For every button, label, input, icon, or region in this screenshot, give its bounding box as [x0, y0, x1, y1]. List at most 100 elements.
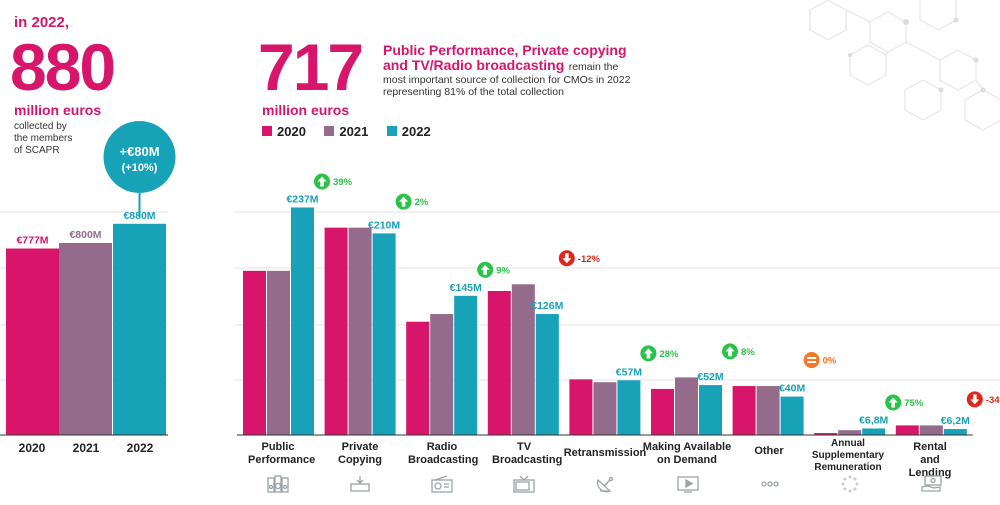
copy-device-icon [345, 475, 375, 498]
supplementary-remuneration-icon [835, 475, 865, 498]
radio-icon-graphic [431, 475, 453, 493]
legend-label: 2022 [401, 123, 431, 139]
change-label-2: 9% [496, 265, 510, 276]
arrow-up-icon [399, 196, 409, 207]
data-label-2022-5: €52M [697, 371, 724, 383]
change-label-7: 75% [904, 398, 924, 409]
rental-icon [917, 475, 947, 498]
arrow-up-icon [317, 176, 327, 187]
legend-swatch-2021 [324, 126, 335, 136]
on-demand-icon-graphic [677, 476, 699, 493]
change-label-4: 28% [659, 349, 679, 360]
category-label-tv-broadcasting: TV Broadcasting [492, 441, 563, 466]
satellite-dish-icon-graphic [596, 476, 614, 493]
year-label-2022: 2022 [126, 441, 154, 455]
highlight-unit: million euros [262, 102, 350, 118]
change-label-1: 2% [415, 197, 429, 208]
legend: 2020 2021 2022 [262, 123, 445, 141]
arrow-up-icon [725, 346, 735, 357]
year-label-2021: 2021 [72, 441, 100, 455]
highlight-desc-line: remain the [568, 61, 619, 73]
more-icon [755, 475, 785, 498]
equal-icon-bar [807, 361, 817, 364]
change-badge-flat-icon [803, 352, 820, 369]
growth-bubble-amount: +€80M [119, 144, 159, 159]
highlight-text: Public Performance, Private copying and … [383, 42, 683, 98]
bar-2020-6 [732, 386, 756, 435]
bar-2020-0 [243, 270, 266, 435]
category-label-making-available: Making Available on Demand [642, 441, 732, 466]
bar-2022-2 [454, 295, 478, 435]
rental-icon-graphic [921, 475, 942, 492]
legend-swatch-2022 [386, 126, 397, 136]
category-label-private-copying: Private Copying [338, 441, 382, 466]
intro-desc-line: the members [14, 133, 73, 144]
bar-2021-6 [756, 386, 780, 435]
legend-swatch-2020 [262, 126, 272, 136]
speakers-icon-graphic [267, 475, 289, 493]
legend-item-2020: 2020 [262, 124, 306, 139]
tv-icon [509, 475, 539, 498]
bar-2022-4 [617, 380, 641, 435]
intro-desc-line: of SCAPR [14, 145, 60, 156]
bar-2020-5 [651, 388, 674, 435]
legend-label: 2020 [277, 123, 306, 139]
change-label-3: -12% [578, 254, 601, 265]
bar-2022-1 [372, 233, 396, 435]
intro-description: collected by the members of SCAPR [14, 121, 72, 157]
bar-2021-1 [348, 227, 372, 435]
bar-2021-8 [919, 425, 943, 435]
category-label-annual-supplementary: Annual Supplementary Remuneration [811, 438, 885, 473]
intro-unit: million euros [14, 102, 102, 118]
bar-2020-2 [406, 321, 430, 435]
bar-2022-6 [780, 396, 804, 435]
arrow-up-icon [643, 348, 653, 359]
intro-desc-line: collected by [14, 121, 67, 132]
change-label-5: 8% [741, 347, 755, 358]
data-label-2022-3: €126M [531, 300, 563, 312]
bar-2021-3 [511, 284, 535, 435]
bar-2020-8 [895, 425, 919, 435]
category-label-retransmission: Retransmission [563, 447, 647, 459]
bar-2022-8 [943, 429, 967, 435]
data-label-total-2021: €800M [69, 229, 101, 241]
bar-total-2020 [6, 248, 59, 435]
category-label-public-performance: Public Performance [248, 441, 316, 466]
growth-bubble [103, 121, 176, 193]
on-demand-icon [673, 475, 703, 498]
copy-device-icon-graphic [350, 476, 370, 492]
bar-2020-7 [814, 433, 838, 435]
legend-item-2021: 2021 [324, 124, 368, 139]
data-label-2022-1: €210M [368, 219, 400, 231]
supplementary-remuneration-icon-graphic [841, 475, 859, 493]
bar-2021-0 [267, 270, 290, 435]
arrow-up-icon [888, 397, 898, 408]
arrow-down-icon [562, 253, 572, 264]
more-icon-graphic [761, 481, 779, 487]
bar-2020-3 [487, 291, 511, 435]
highlight-title-wrap: and TV/Radio broadcasting remain the [383, 58, 683, 74]
data-label-2022-7: €6,8M [859, 414, 888, 426]
bar-total-2021 [59, 243, 112, 435]
data-label-2022-6: €40M [779, 383, 806, 395]
bar-2021-4 [593, 382, 617, 435]
legend-item-2022: 2022 [386, 123, 431, 139]
highlight-title-line: and TV/Radio broadcasting [383, 57, 565, 73]
highlight-big-number: 717 [258, 30, 364, 104]
change-label-6: 0% [823, 356, 837, 367]
bar-2022-5 [699, 385, 722, 435]
highlight-title-line: Public Performance, Private copying [383, 42, 627, 58]
data-label-2022-8: €6,2M [941, 415, 970, 427]
data-label-2022-4: €57M [616, 366, 643, 378]
radio-icon [427, 475, 457, 498]
decorative-hexagon-pattern [809, 0, 1000, 131]
bar-2021-7 [838, 430, 862, 435]
arrow-up-icon [480, 264, 490, 275]
growth-bubble-percent: (+10%) [122, 162, 158, 174]
category-label-rental-lending: Rental and Lending [908, 441, 952, 479]
change-label-8: -34% [986, 395, 1000, 406]
category-label-other: Other [754, 445, 784, 457]
bar-2022-3 [535, 314, 559, 435]
satellite-dish-icon [591, 475, 621, 498]
